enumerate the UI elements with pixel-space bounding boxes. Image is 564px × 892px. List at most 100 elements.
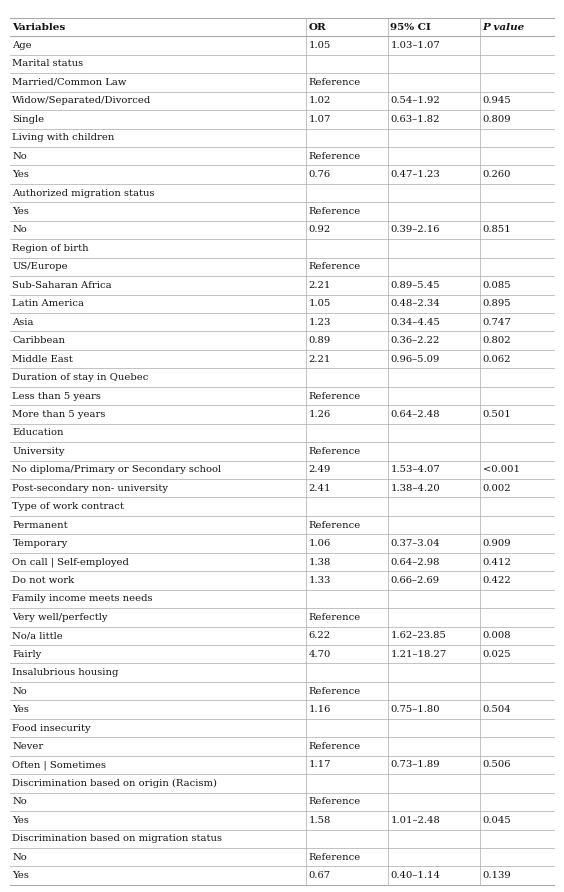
Text: 0.809: 0.809: [483, 115, 512, 124]
Text: 1.62–23.85: 1.62–23.85: [390, 632, 446, 640]
Text: 0.36–2.22: 0.36–2.22: [390, 336, 440, 345]
Text: Caribbean: Caribbean: [12, 336, 65, 345]
Text: University: University: [12, 447, 65, 456]
Text: No: No: [12, 152, 27, 161]
Text: Reference: Reference: [309, 521, 361, 530]
Text: 0.139: 0.139: [483, 871, 512, 880]
Text: Marital status: Marital status: [12, 60, 83, 69]
Text: 1.07: 1.07: [309, 115, 331, 124]
Text: 6.22: 6.22: [309, 632, 331, 640]
Text: 0.945: 0.945: [483, 96, 512, 105]
Text: No: No: [12, 797, 27, 806]
Text: Yes: Yes: [12, 207, 29, 216]
Text: Temporary: Temporary: [12, 539, 68, 548]
Text: 1.05: 1.05: [309, 41, 331, 50]
Text: 95% CI: 95% CI: [390, 22, 431, 31]
Text: Discrimination based on origin (Racism): Discrimination based on origin (Racism): [12, 779, 217, 788]
Text: Single: Single: [12, 115, 45, 124]
Text: Reference: Reference: [309, 447, 361, 456]
Text: 1.05: 1.05: [309, 300, 331, 309]
Text: 0.54–1.92: 0.54–1.92: [390, 96, 440, 105]
Text: 0.851: 0.851: [483, 226, 512, 235]
Text: OR: OR: [309, 22, 327, 31]
Text: 0.64–2.48: 0.64–2.48: [390, 410, 440, 419]
Text: 0.64–2.98: 0.64–2.98: [390, 558, 440, 566]
Text: Often | Sometimes: Often | Sometimes: [12, 760, 107, 770]
Text: Yes: Yes: [12, 170, 29, 179]
Text: 0.506: 0.506: [483, 761, 511, 770]
Text: 0.75–1.80: 0.75–1.80: [390, 705, 440, 714]
Text: On call | Self-employed: On call | Self-employed: [12, 558, 129, 566]
Text: 0.422: 0.422: [483, 576, 512, 585]
Text: Reference: Reference: [309, 207, 361, 216]
Text: Family income meets needs: Family income meets needs: [12, 594, 153, 603]
Text: Middle East: Middle East: [12, 355, 73, 364]
Text: Permanent: Permanent: [12, 521, 68, 530]
Text: Reference: Reference: [309, 78, 361, 87]
Text: Reference: Reference: [309, 797, 361, 806]
Text: Reference: Reference: [309, 613, 361, 622]
Text: 1.06: 1.06: [309, 539, 331, 548]
Text: 1.01–2.48: 1.01–2.48: [390, 816, 440, 825]
Text: 0.062: 0.062: [483, 355, 511, 364]
Text: Variables: Variables: [12, 22, 65, 31]
Text: Education: Education: [12, 428, 64, 437]
Text: 0.92: 0.92: [309, 226, 331, 235]
Text: Food insecurity: Food insecurity: [12, 723, 91, 732]
Text: 1.21–18.27: 1.21–18.27: [390, 649, 447, 659]
Text: Yes: Yes: [12, 816, 29, 825]
Text: 0.045: 0.045: [483, 816, 512, 825]
Text: 0.895: 0.895: [483, 300, 512, 309]
Text: Latin America: Latin America: [12, 300, 85, 309]
Text: 0.89–5.45: 0.89–5.45: [390, 281, 440, 290]
Text: 0.260: 0.260: [483, 170, 511, 179]
Text: 0.63–1.82: 0.63–1.82: [390, 115, 440, 124]
Text: Fairly: Fairly: [12, 649, 42, 659]
Text: No diploma/Primary or Secondary school: No diploma/Primary or Secondary school: [12, 466, 222, 475]
Text: <0.001: <0.001: [483, 466, 519, 475]
Text: 0.747: 0.747: [483, 318, 512, 326]
Text: 1.23: 1.23: [309, 318, 331, 326]
Text: Post-secondary non- university: Post-secondary non- university: [12, 483, 169, 492]
Text: 0.34–4.45: 0.34–4.45: [390, 318, 440, 326]
Text: 0.48–2.34: 0.48–2.34: [390, 300, 440, 309]
Text: 0.008: 0.008: [483, 632, 512, 640]
Text: Reference: Reference: [309, 853, 361, 862]
Text: 0.501: 0.501: [483, 410, 512, 419]
Text: 0.504: 0.504: [483, 705, 512, 714]
Text: 1.16: 1.16: [309, 705, 331, 714]
Text: 0.66–2.69: 0.66–2.69: [390, 576, 439, 585]
Text: 1.02: 1.02: [309, 96, 331, 105]
Text: Do not work: Do not work: [12, 576, 74, 585]
Text: 0.39–2.16: 0.39–2.16: [390, 226, 440, 235]
Text: Reference: Reference: [309, 742, 361, 751]
Text: 2.21: 2.21: [309, 281, 331, 290]
Text: 4.70: 4.70: [309, 649, 331, 659]
Text: No/a little: No/a little: [12, 632, 63, 640]
Text: Yes: Yes: [12, 871, 29, 880]
Text: 0.73–1.89: 0.73–1.89: [390, 761, 440, 770]
Text: More than 5 years: More than 5 years: [12, 410, 106, 419]
Text: Very well/perfectly: Very well/perfectly: [12, 613, 108, 622]
Text: 2.41: 2.41: [309, 483, 331, 492]
Text: Living with children: Living with children: [12, 133, 115, 142]
Text: No: No: [12, 687, 27, 696]
Text: P value: P value: [483, 22, 525, 31]
Text: No: No: [12, 853, 27, 862]
Text: Married/Common Law: Married/Common Law: [12, 78, 127, 87]
Text: Insalubrious housing: Insalubrious housing: [12, 668, 119, 677]
Text: Sub-Saharan Africa: Sub-Saharan Africa: [12, 281, 112, 290]
Text: Region of birth: Region of birth: [12, 244, 89, 253]
Text: Yes: Yes: [12, 705, 29, 714]
Text: Authorized migration status: Authorized migration status: [12, 188, 155, 198]
Text: Reference: Reference: [309, 262, 361, 271]
Text: Widow/Separated/Divorced: Widow/Separated/Divorced: [12, 96, 152, 105]
Text: 0.76: 0.76: [309, 170, 331, 179]
Text: Never: Never: [12, 742, 43, 751]
Text: 0.96–5.09: 0.96–5.09: [390, 355, 440, 364]
Text: Age: Age: [12, 41, 32, 50]
Text: Type of work contract: Type of work contract: [12, 502, 124, 511]
Text: Reference: Reference: [309, 392, 361, 401]
Text: 2.21: 2.21: [309, 355, 331, 364]
Text: 0.37–3.04: 0.37–3.04: [390, 539, 440, 548]
